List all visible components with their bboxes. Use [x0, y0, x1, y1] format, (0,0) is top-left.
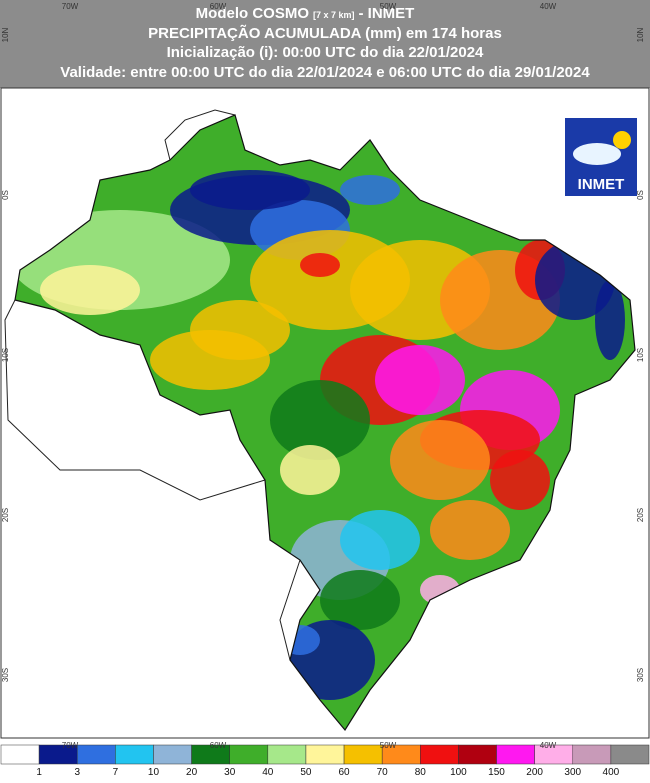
lat-label: 20S — [636, 508, 645, 522]
lat-label: 30S — [1, 668, 10, 682]
precip-area — [340, 510, 420, 570]
lon-label: 70W — [62, 2, 79, 11]
map-frame — [0, 87, 650, 739]
header-init: Inicialização (i): 00:00 UTC do dia 22/0… — [167, 44, 484, 61]
logo-cloud — [573, 143, 621, 165]
legend-swatch — [76, 744, 116, 765]
lat-label: 10S — [1, 348, 10, 362]
precip-area — [430, 500, 510, 560]
legend-label: 60 — [338, 767, 350, 778]
legend-swatch — [572, 744, 612, 765]
header-line: Modelo COSMO [7 x 7 km] - INMET — [196, 5, 415, 22]
lat-label: 10S — [636, 348, 645, 362]
legend-swatch — [343, 744, 383, 765]
precip-area — [270, 380, 370, 460]
lon-label: 50W — [380, 2, 397, 11]
legend-label: 400 — [603, 767, 620, 778]
lon-label: 50W — [380, 741, 397, 750]
border — [4, 299, 266, 501]
lon-label: 60W — [210, 2, 227, 11]
lat-label: 0S — [636, 190, 645, 200]
legend-swatch — [0, 744, 40, 765]
legend-swatch — [610, 744, 650, 765]
precip-area — [40, 265, 140, 315]
legend-label: 100 — [450, 767, 467, 778]
precip-area — [490, 450, 550, 510]
lat-label: 0S — [1, 190, 10, 200]
lat-label: 10N — [1, 27, 10, 42]
precip-area — [390, 420, 490, 500]
legend-label: 200 — [526, 767, 543, 778]
legend-swatch — [458, 744, 497, 765]
legend-label: 7 — [113, 767, 119, 778]
border — [279, 559, 301, 661]
precip-area — [280, 445, 340, 495]
header-validity: Validade: entre 00:00 UTC do dia 22/01/2… — [60, 64, 590, 81]
legend-label: 300 — [564, 767, 581, 778]
lon-label: 60W — [210, 741, 227, 750]
precip-area — [375, 345, 465, 415]
lat-label: 10N — [636, 27, 645, 42]
precip-area — [340, 175, 400, 205]
legend-label: 50 — [300, 767, 312, 778]
legend-label: 3 — [74, 767, 80, 778]
header-model: Modelo COSMO — [196, 5, 310, 22]
legend-label: 30 — [224, 767, 236, 778]
precip-area — [320, 570, 400, 630]
lat-label: 20S — [1, 508, 10, 522]
legend-label: 1 — [36, 767, 42, 778]
legend-swatch — [267, 744, 307, 765]
legend-label: 70 — [377, 767, 389, 778]
legend-label: 150 — [488, 767, 505, 778]
lon-label: 40W — [540, 741, 557, 750]
header-resolution: [7 x 7 km] — [313, 10, 355, 20]
legend-swatch — [153, 744, 192, 765]
precip-area — [300, 253, 340, 277]
lon-label: 40W — [540, 2, 557, 11]
precip-area — [190, 170, 310, 210]
header-source: - INMET — [359, 5, 415, 22]
header-band — [0, 0, 650, 88]
lon-label: 70W — [62, 741, 79, 750]
legend-swatch — [115, 744, 154, 765]
logo-text: INMET — [578, 176, 625, 193]
legend-label: 20 — [186, 767, 198, 778]
legend: 1 3 7 10 20 30 40 50 60 70 80 100 150 200 300 400 — [0, 744, 650, 778]
legend-swatch — [420, 744, 459, 765]
legend-label: 80 — [415, 767, 427, 778]
legend-swatch — [229, 744, 269, 765]
logo-sun — [613, 131, 631, 149]
legend-swatch — [496, 744, 535, 765]
precip-area — [190, 300, 290, 360]
lat-label: 30S — [636, 668, 645, 682]
legend-label: 10 — [148, 767, 160, 778]
precip-area — [595, 280, 625, 360]
legend-label: 40 — [262, 767, 274, 778]
legend-swatch — [305, 744, 345, 765]
header-title: PRECIPITAÇÃO ACUMULADA (mm) em 174 horas — [148, 24, 502, 42]
border — [164, 109, 236, 161]
